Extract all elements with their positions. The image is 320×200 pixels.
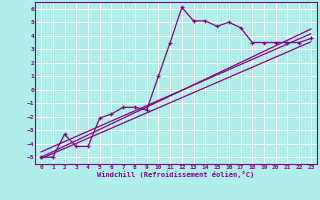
X-axis label: Windchill (Refroidissement éolien,°C): Windchill (Refroidissement éolien,°C) (97, 171, 255, 178)
